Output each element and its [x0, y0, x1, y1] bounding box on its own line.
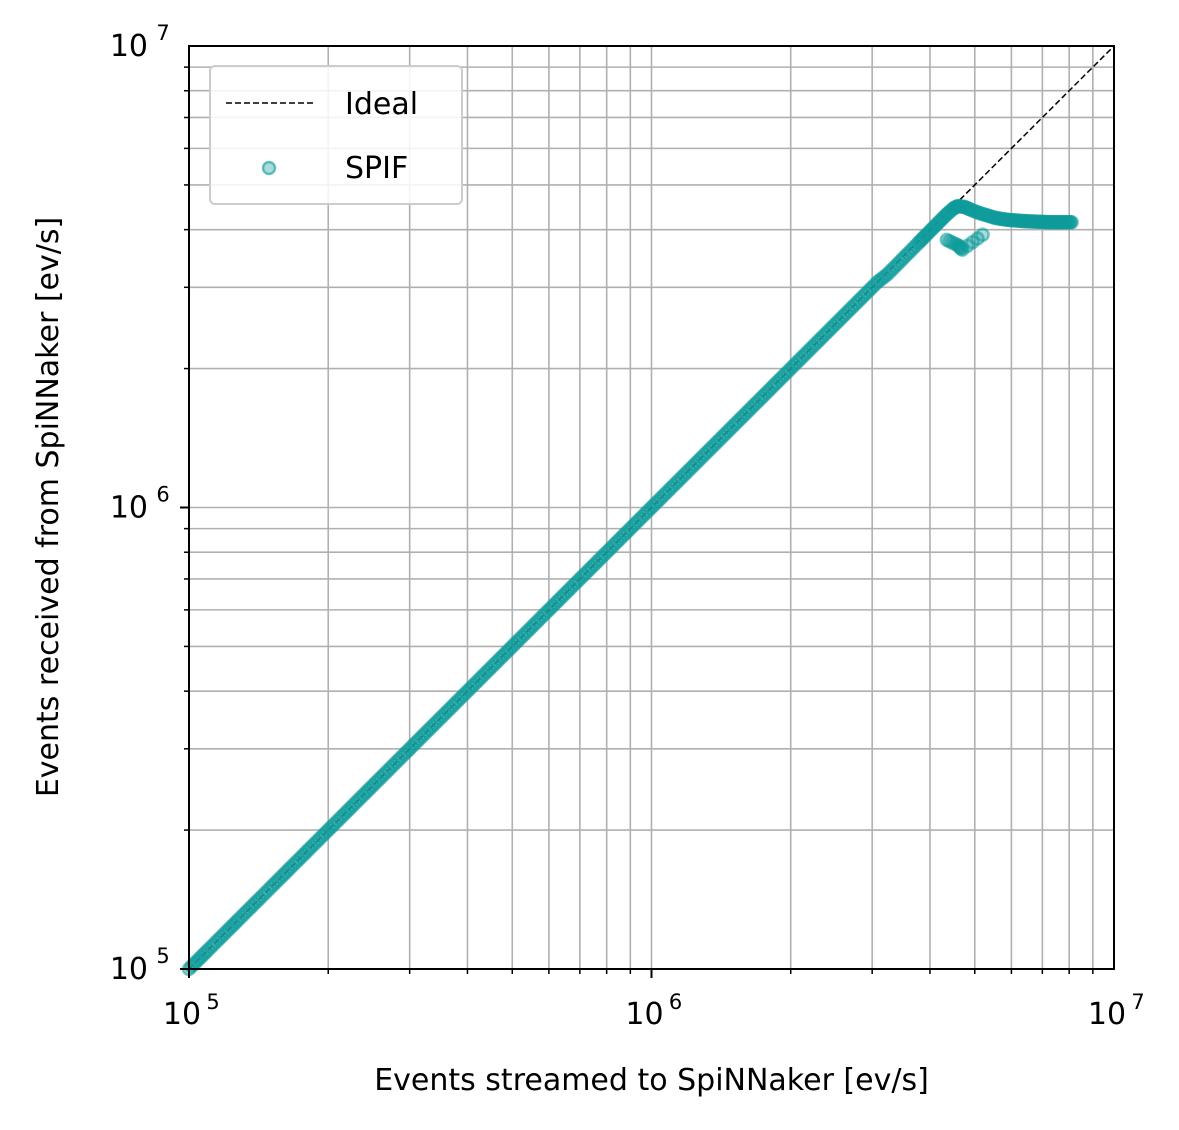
legend: Ideal SPIF	[209, 65, 463, 205]
x-tick-exponent: 7	[1131, 990, 1144, 1014]
spif-point	[1064, 215, 1079, 230]
y-axis-label: Events received from SpiNNaker [ev/s]	[31, 217, 66, 797]
y-tick-label: 10	[110, 29, 148, 64]
y-tick-label: 10	[110, 491, 148, 526]
legend-spif-label: SPIF	[345, 151, 408, 186]
y-tick-exponent: 5	[156, 944, 169, 968]
x-tick-exponent: 6	[669, 990, 682, 1014]
x-tick-label: 10	[625, 997, 663, 1032]
x-tick-label: 10	[163, 997, 201, 1032]
y-tick-label: 10	[110, 952, 148, 987]
legend-box	[209, 65, 463, 205]
x-axis-label: Events streamed to SpiNNaker [ev/s]	[374, 1063, 929, 1098]
y-tick-exponent: 7	[156, 21, 169, 45]
legend-spif-marker	[261, 160, 277, 176]
legend-ideal-label: Ideal	[345, 87, 418, 122]
spif-point	[975, 227, 990, 242]
y-tick-exponent: 6	[156, 483, 169, 507]
axis-ticks: 10 5 10 6 10 710 510 610 7	[110, 21, 1145, 1032]
spif-points-layer	[181, 198, 1079, 977]
grid-lines	[189, 46, 1114, 969]
x-tick-label: 10	[1088, 997, 1126, 1032]
x-tick-exponent: 5	[206, 990, 219, 1014]
